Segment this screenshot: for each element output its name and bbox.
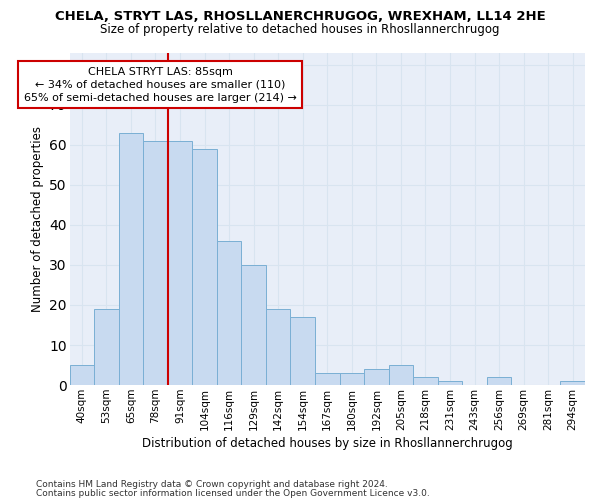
Bar <box>217 241 241 385</box>
Y-axis label: Number of detached properties: Number of detached properties <box>31 126 44 312</box>
Text: Contains HM Land Registry data © Crown copyright and database right 2024.: Contains HM Land Registry data © Crown c… <box>36 480 388 489</box>
X-axis label: Distribution of detached houses by size in Rhosllannerchrugog: Distribution of detached houses by size … <box>142 437 512 450</box>
Bar <box>266 309 290 385</box>
Text: Contains public sector information licensed under the Open Government Licence v3: Contains public sector information licen… <box>36 489 430 498</box>
Bar <box>119 132 143 385</box>
Bar <box>315 373 340 385</box>
Bar <box>241 265 266 385</box>
Bar <box>389 365 413 385</box>
Bar <box>364 369 389 385</box>
Bar <box>413 377 438 385</box>
Bar <box>438 381 462 385</box>
Bar <box>487 377 511 385</box>
Text: CHELA STRYT LAS: 85sqm
← 34% of detached houses are smaller (110)
65% of semi-de: CHELA STRYT LAS: 85sqm ← 34% of detached… <box>24 66 297 103</box>
Bar <box>340 373 364 385</box>
Bar <box>290 317 315 385</box>
Text: CHELA, STRYT LAS, RHOSLLANERCHRUGOG, WREXHAM, LL14 2HE: CHELA, STRYT LAS, RHOSLLANERCHRUGOG, WRE… <box>55 10 545 23</box>
Bar <box>167 140 192 385</box>
Bar <box>560 381 585 385</box>
Bar <box>94 309 119 385</box>
Bar <box>70 365 94 385</box>
Bar <box>192 148 217 385</box>
Text: Size of property relative to detached houses in Rhosllannerchrugog: Size of property relative to detached ho… <box>100 22 500 36</box>
Bar <box>143 140 167 385</box>
